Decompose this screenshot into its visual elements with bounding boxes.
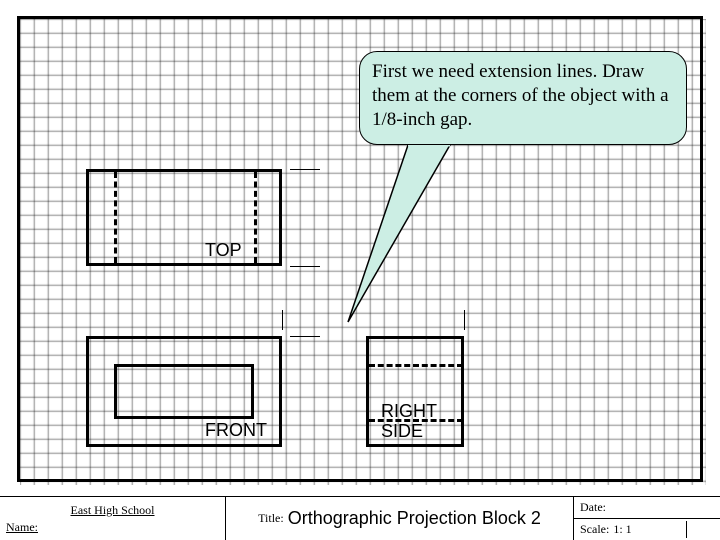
scale-value: 1: 1 (613, 522, 631, 537)
front-inner-feature (114, 364, 254, 419)
extension-line (290, 266, 320, 267)
tb-date-scale-cell: Date: Scale: 1: 1 (574, 497, 720, 540)
front-label: FRONT (205, 420, 267, 441)
scale-label: Scale: (580, 522, 609, 537)
extension-line (290, 336, 320, 337)
extension-line (290, 169, 320, 170)
title-label: Title: (258, 511, 284, 526)
instruction-callout: First we need extension lines. Draw them… (359, 51, 687, 145)
name-label: Name: (6, 520, 219, 535)
title-block: East High School Name: Title: Orthograph… (0, 496, 720, 540)
right-hidden-line (369, 364, 463, 367)
top-hidden-line (254, 172, 257, 263)
stage: TOP FRONT RIGHTSIDE First we need extens… (0, 0, 720, 540)
extension-line (282, 310, 283, 330)
scale-divider (686, 521, 714, 538)
school-name: East High School (6, 503, 219, 518)
top-hidden-line (114, 172, 117, 263)
top-label: TOP (205, 240, 242, 261)
extension-line (464, 310, 465, 330)
title-text: Orthographic Projection Block 2 (288, 508, 541, 529)
tb-title-cell: Title: Orthographic Projection Block 2 (226, 497, 574, 540)
callout-tail (346, 143, 452, 324)
date-label: Date: (574, 497, 720, 519)
callout-text: First we need extension lines. Draw them… (372, 61, 669, 130)
tb-school-name-cell: East High School Name: (0, 497, 226, 540)
right-side-label: RIGHTSIDE (381, 402, 437, 442)
